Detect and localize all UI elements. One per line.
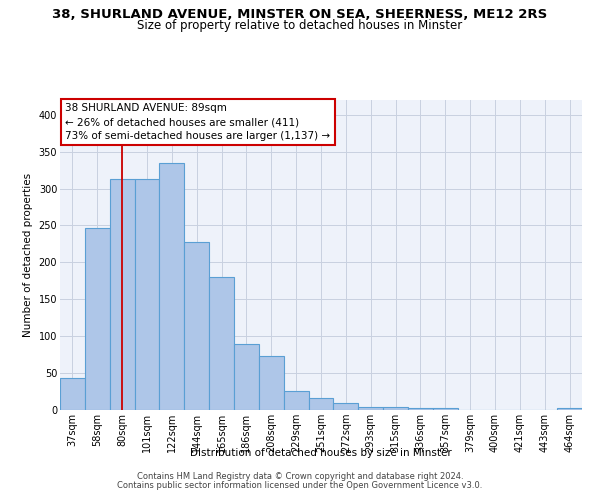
Text: 38, SHURLAND AVENUE, MINSTER ON SEA, SHEERNESS, ME12 2RS: 38, SHURLAND AVENUE, MINSTER ON SEA, SHE… xyxy=(52,8,548,20)
Bar xyxy=(110,179,134,410)
Bar xyxy=(134,179,160,410)
Bar xyxy=(60,378,85,410)
Bar xyxy=(259,356,284,410)
Bar xyxy=(284,391,308,410)
Text: Contains HM Land Registry data © Crown copyright and database right 2024.: Contains HM Land Registry data © Crown c… xyxy=(137,472,463,481)
Bar xyxy=(209,277,234,410)
Bar xyxy=(160,162,184,410)
Bar xyxy=(184,242,209,410)
Bar xyxy=(383,407,408,410)
Bar xyxy=(433,408,458,410)
Bar xyxy=(358,407,383,410)
Text: Distribution of detached houses by size in Minster: Distribution of detached houses by size … xyxy=(190,448,452,458)
Text: 38 SHURLAND AVENUE: 89sqm
← 26% of detached houses are smaller (411)
73% of semi: 38 SHURLAND AVENUE: 89sqm ← 26% of detac… xyxy=(65,103,331,141)
Bar xyxy=(408,408,433,410)
Y-axis label: Number of detached properties: Number of detached properties xyxy=(23,173,33,337)
Bar xyxy=(557,408,582,410)
Bar xyxy=(234,344,259,410)
Text: Size of property relative to detached houses in Minster: Size of property relative to detached ho… xyxy=(137,18,463,32)
Text: Contains public sector information licensed under the Open Government Licence v3: Contains public sector information licen… xyxy=(118,481,482,490)
Bar xyxy=(85,228,110,410)
Bar xyxy=(308,398,334,410)
Bar xyxy=(334,404,358,410)
